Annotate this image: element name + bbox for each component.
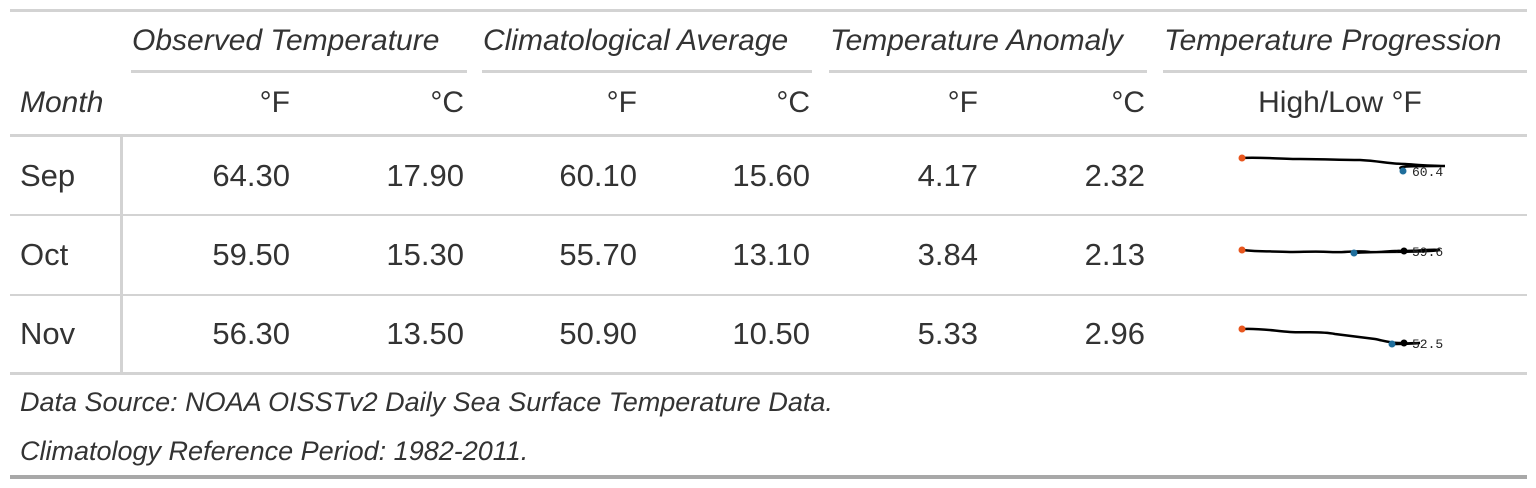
climatology-c-value: 13.10 (732, 237, 810, 272)
anomaly-f-value: 4.17 (917, 158, 978, 193)
sparkline-high-point (1238, 325, 1246, 333)
sparkline-low-point (1350, 249, 1358, 257)
sparkline-line (1241, 327, 1421, 346)
spanner-line-anomaly (829, 70, 1147, 73)
row-month-label: Nov (20, 316, 76, 351)
spanner-line-climatology (482, 70, 812, 73)
observed-f-value: 56.30 (212, 316, 290, 351)
row-month-label: Sep (20, 158, 76, 193)
spanner-line-progression (1163, 70, 1527, 73)
column-header-anomaly-f: °F (947, 86, 978, 119)
sparkline-end-label: 60.4 (1412, 165, 1443, 180)
spanner-observed-temperature: Observed Temperature (132, 24, 440, 57)
anomaly-f-value: 5.33 (917, 316, 978, 351)
climatology-f-value: 60.10 (559, 158, 637, 193)
footnote-reference-period: Climatology Reference Period: 1982-2011. (20, 436, 529, 466)
sparkline-line (1241, 248, 1441, 255)
climatology-c-value: 10.50 (732, 316, 810, 351)
spanner-line-observed (131, 70, 467, 73)
climatology-c-value: 15.60 (732, 158, 810, 193)
stub-border (120, 137, 123, 372)
footnote-data-source: Data Source: NOAA OISSTv2 Daily Sea Surf… (20, 387, 833, 417)
sparkline-high-point (1238, 154, 1246, 162)
sparkline-low-point (1388, 340, 1396, 348)
column-header-climatology-c: °C (776, 86, 810, 119)
anomaly-c-value: 2.96 (1084, 316, 1145, 351)
sparkline: 52.5 (1238, 325, 1443, 350)
observed-c-value: 15.30 (386, 237, 464, 272)
observed-f-value: 59.50 (212, 237, 290, 272)
observed-c-value: 17.90 (386, 158, 464, 193)
anomaly-f-value: 3.84 (917, 237, 978, 272)
row-month-label: Oct (20, 237, 69, 272)
table-bottom-rule (10, 475, 1527, 479)
row-divider (10, 214, 1527, 216)
sparkline: 59.6 (1238, 245, 1443, 260)
sparkline-end-label: 59.6 (1412, 245, 1443, 260)
sparkline-low-point (1399, 167, 1407, 175)
anomaly-c-value: 2.32 (1084, 158, 1145, 193)
anomaly-c-value: 2.13 (1084, 237, 1145, 272)
spanner-climatological-average: Climatological Average (483, 24, 789, 57)
sparkline-end-point (1400, 339, 1408, 347)
column-header-high-low: High/Low °F (1258, 86, 1422, 119)
sparkline-end-point (1400, 247, 1408, 255)
sparkline-end-label: 52.5 (1412, 337, 1443, 350)
sparkline-high-point (1238, 246, 1246, 254)
sparkline: 60.4 (1238, 154, 1446, 180)
spanner-temperature-progression: Temperature Progression (1164, 24, 1502, 57)
climatology-f-value: 55.70 (559, 237, 637, 272)
column-header-climatology-f: °F (606, 86, 637, 119)
observed-f-value: 64.30 (212, 158, 290, 193)
observed-c-value: 13.50 (386, 316, 464, 351)
climatology-f-value: 50.90 (559, 316, 637, 351)
column-header-month: Month (20, 86, 104, 119)
column-header-anomaly-c: °C (1111, 86, 1145, 119)
column-header-observed-c: °C (430, 86, 464, 119)
row-divider (10, 294, 1527, 296)
table-body-bottom-rule (10, 372, 1527, 375)
sparkline-line (1241, 156, 1446, 172)
header-bottom-rule (10, 134, 1527, 137)
spanner-temperature-anomaly: Temperature Anomaly (830, 24, 1123, 57)
table-top-rule (10, 9, 1527, 12)
column-header-observed-f: °F (259, 86, 290, 119)
